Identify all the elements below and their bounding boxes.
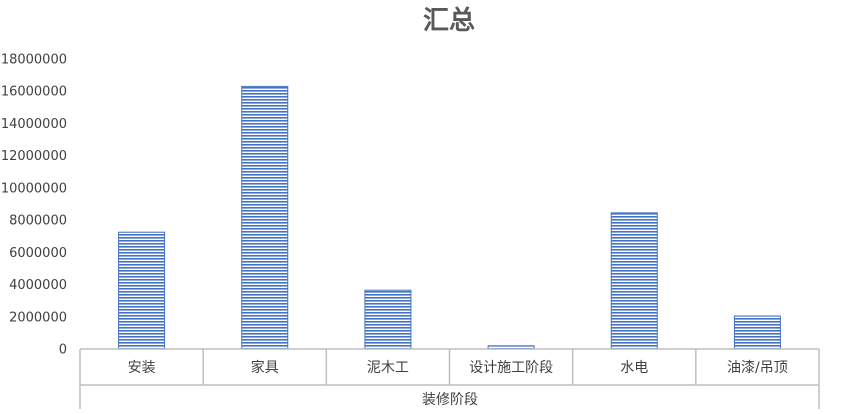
x-tick-label: 安装 <box>128 360 156 376</box>
bars <box>118 85 781 350</box>
x-tick-label: 设计施工阶段 <box>469 360 553 376</box>
y-axis-ticks: 0 2000000 4000000 6000000 8000000 10000000 120… <box>1 53 67 358</box>
bar <box>364 289 412 350</box>
y-tick-label: 12000000 <box>1 149 67 164</box>
bar <box>610 212 658 350</box>
y-tick-label: 14000000 <box>1 117 67 132</box>
y-tick-label: 10000000 <box>1 181 67 196</box>
chart-title: 汇总 <box>423 6 475 36</box>
y-tick-label: 0 <box>59 343 67 358</box>
axes <box>79 348 820 409</box>
y-tick-label: 18000000 <box>1 53 67 68</box>
x-tick-label: 油漆/吊顶 <box>727 360 788 376</box>
x-tick-label: 水电 <box>620 360 648 376</box>
y-tick-label: 6000000 <box>9 246 67 261</box>
x-axis-title: 装修阶段 <box>422 392 478 408</box>
x-axis-labels: 安装 家具 泥木工 设计施工阶段 水电 油漆/吊顶 <box>128 359 788 376</box>
x-tick-label: 泥木工 <box>367 360 409 376</box>
bar <box>733 315 781 350</box>
y-tick-label: 16000000 <box>1 85 67 100</box>
bar <box>118 231 166 350</box>
y-tick-label: 2000000 <box>9 310 67 325</box>
x-tick-label: 家具 <box>251 359 279 376</box>
y-tick-label: 4000000 <box>9 278 67 293</box>
y-tick-label: 8000000 <box>9 214 67 229</box>
bar <box>241 85 289 350</box>
